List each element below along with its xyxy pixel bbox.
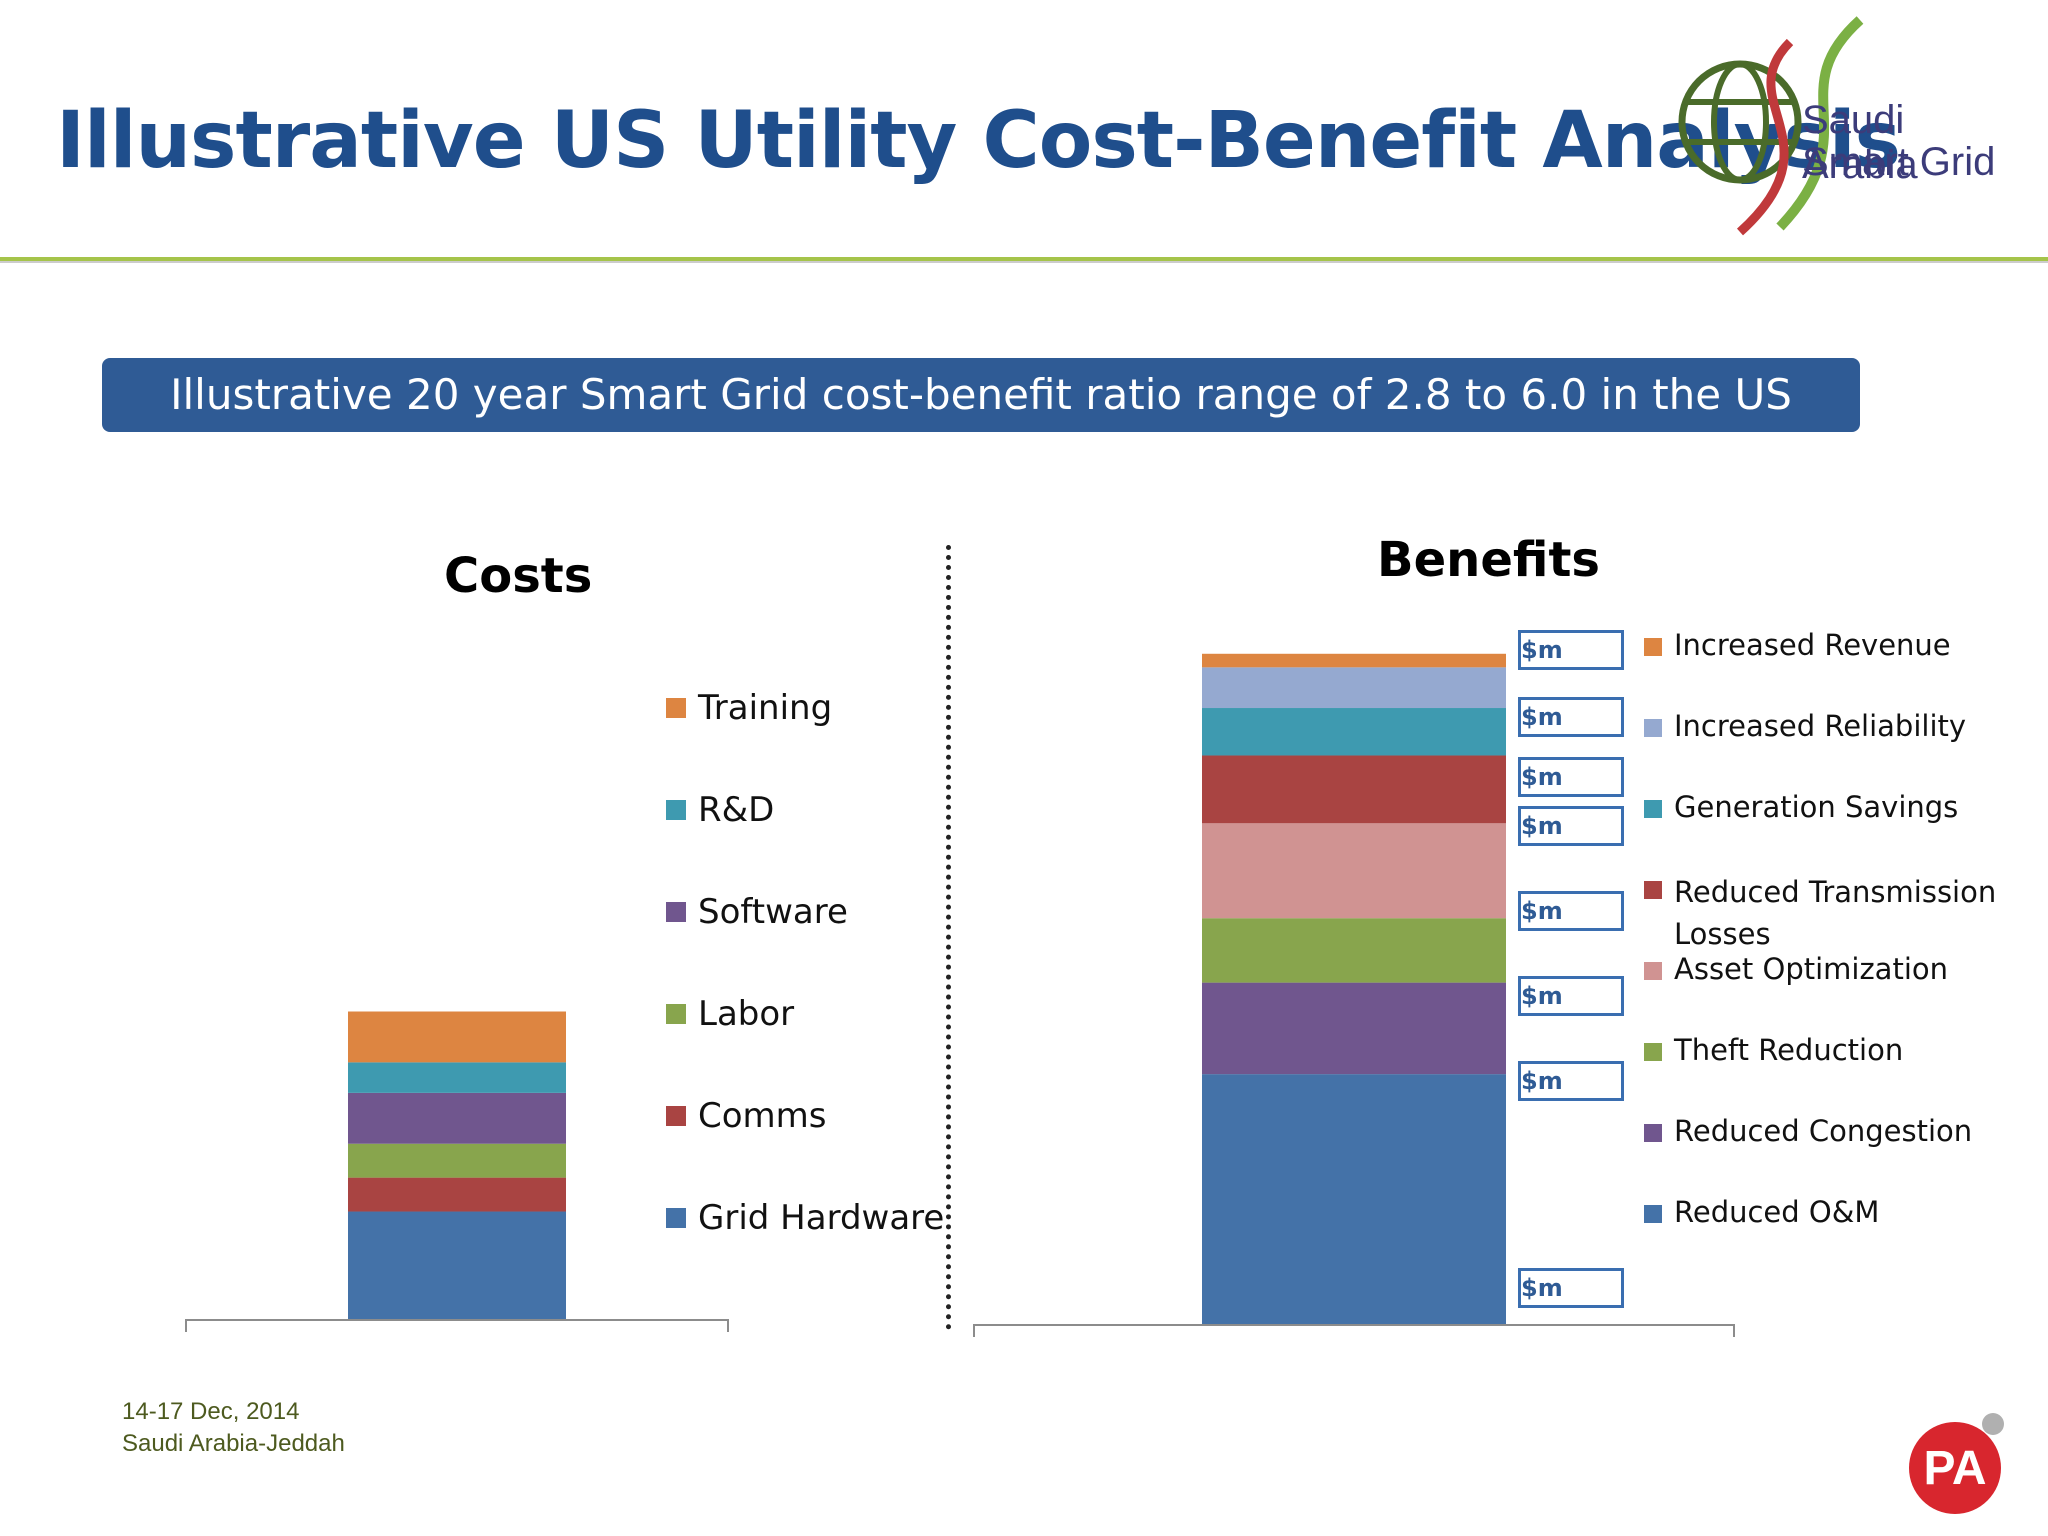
legend-label: Training <box>698 688 833 728</box>
data-label-increased-reliability: $m <box>1518 697 1624 737</box>
legend-swatch <box>666 698 686 718</box>
benefits-bar-reduced-congestion <box>1202 982 1506 1075</box>
legend-swatch <box>1644 638 1662 656</box>
benefits-legend-item-increased-revenue: Increased Revenue <box>1644 628 1951 662</box>
benefits-legend-item-reduced-transmission-losses: Reduced Transmission Losses <box>1644 871 2014 955</box>
benefits-bar-generation-savings <box>1202 708 1506 756</box>
legend-swatch <box>666 1106 686 1126</box>
benefits-legend-item-increased-reliability: Increased Reliability <box>1644 709 1966 743</box>
benefits-bar-increased-reliability <box>1202 667 1506 709</box>
saudi-smart-grid-logo: Saudi Arabia Smart Grid <box>1670 12 2020 242</box>
data-label-asset-optimization: $m <box>1518 891 1624 931</box>
legend-label: Reduced Congestion <box>1674 1114 1973 1148</box>
pa-logo-icon: PA <box>1909 1413 2004 1514</box>
logo-text-line2: Smart Grid <box>1802 140 1996 184</box>
legend-swatch <box>666 800 686 820</box>
page-title: Illustrative US Utility Cost-Benefit Ana… <box>56 96 1901 186</box>
legend-swatch <box>666 902 686 922</box>
costs-legend-item-software: Software <box>666 892 848 932</box>
costs-legend-item-randd: R&D <box>666 790 774 830</box>
legend-label: Software <box>698 892 848 932</box>
benefits-chart-title: Benefits <box>1377 532 1600 588</box>
legend-label: Asset Optimization <box>1674 952 1948 986</box>
costs-chart-title: Costs <box>444 548 593 604</box>
legend-label: R&D <box>698 790 775 830</box>
legend-label: Reduced Transmission Losses <box>1674 875 1997 951</box>
costs-legend-item-labor: Labor <box>666 994 794 1034</box>
benefits-x-axis <box>973 1324 1735 1337</box>
legend-label: Grid Hardware <box>698 1198 945 1238</box>
logo-text-line1: Saudi Arabia <box>1802 98 1918 187</box>
costs-legend-item-grid-hardware: Grid Hardware <box>666 1198 944 1238</box>
legend-swatch <box>1644 800 1662 818</box>
legend-swatch <box>1644 962 1662 980</box>
data-label-reduced-transmission-losses: $m <box>1518 806 1624 846</box>
legend-swatch <box>1644 1205 1662 1223</box>
legend-label: Theft Reduction <box>1674 1033 1904 1067</box>
costs-bar-software <box>348 1092 566 1144</box>
legend-swatch <box>1644 881 1662 899</box>
benefits-legend-item-reduced-congestion: Reduced Congestion <box>1644 1114 1972 1148</box>
benefits-bar-theft-reduction <box>1202 918 1506 983</box>
legend-swatch <box>1644 1124 1662 1142</box>
costs-legend-item-comms: Comms <box>666 1096 827 1136</box>
benefits-bar-reduced-oandm <box>1202 1074 1506 1325</box>
legend-label: Reduced O&M <box>1674 1195 1880 1229</box>
benefits-bar-asset-optimization <box>1202 823 1506 919</box>
pa-logo-text: PA <box>1923 1442 1986 1495</box>
data-label-increased-revenue: $m <box>1518 630 1624 670</box>
data-label-theft-reduction: $m <box>1518 976 1624 1016</box>
benefits-bar-stack <box>1202 653 1506 1325</box>
pa-company-logo: PA <box>1905 1408 2015 1518</box>
header-divider <box>0 257 2048 261</box>
costs-bar-randd <box>348 1062 566 1093</box>
data-label-reduced-congestion: $m <box>1518 1061 1624 1101</box>
benefits-legend-item-reduced-oandm: Reduced O&M <box>1644 1195 1879 1229</box>
legend-label: Labor <box>698 994 795 1034</box>
legend-swatch <box>1644 719 1662 737</box>
chart-axes <box>185 1319 1735 1337</box>
legend-label: Comms <box>698 1096 827 1136</box>
benefits-legend-item-theft-reduction: Theft Reduction <box>1644 1033 1903 1067</box>
benefits-legend-item-asset-optimization: Asset Optimization <box>1644 952 1948 986</box>
legend-label: Increased Revenue <box>1674 628 1951 662</box>
header-divider-shadow <box>0 261 2048 263</box>
chart-separator <box>946 545 951 1330</box>
event-location: Saudi Arabia-Jeddah <box>122 1430 345 1457</box>
event-date: 14-17 Dec, 2014 <box>122 1398 300 1425</box>
data-label-generation-savings: $m <box>1518 757 1624 797</box>
costs-bar-labor <box>348 1143 566 1178</box>
costs-bar-comms <box>348 1177 566 1212</box>
costs-bar-grid-hardware <box>348 1211 566 1320</box>
costs-bar-training <box>348 1011 566 1063</box>
benefits-bar-reduced-transmission-losses <box>1202 755 1506 824</box>
benefits-legend-item-generation-savings: Generation Savings <box>1644 790 1958 824</box>
headline-banner: Illustrative 20 year Smart Grid cost-ben… <box>102 358 1860 432</box>
legend-swatch <box>666 1208 686 1228</box>
globe-swoosh-icon <box>1678 16 1864 236</box>
benefits-bar-increased-revenue <box>1202 653 1506 668</box>
legend-swatch <box>666 1004 686 1024</box>
legend-swatch <box>1644 1043 1662 1061</box>
data-label-reduced-oandm: $m <box>1518 1268 1624 1308</box>
legend-label: Generation Savings <box>1674 790 1959 824</box>
costs-legend-item-training: Training <box>666 688 832 728</box>
costs-x-axis <box>185 1319 729 1332</box>
costs-bar-stack <box>348 1011 566 1320</box>
legend-label: Increased Reliability <box>1674 709 1967 743</box>
